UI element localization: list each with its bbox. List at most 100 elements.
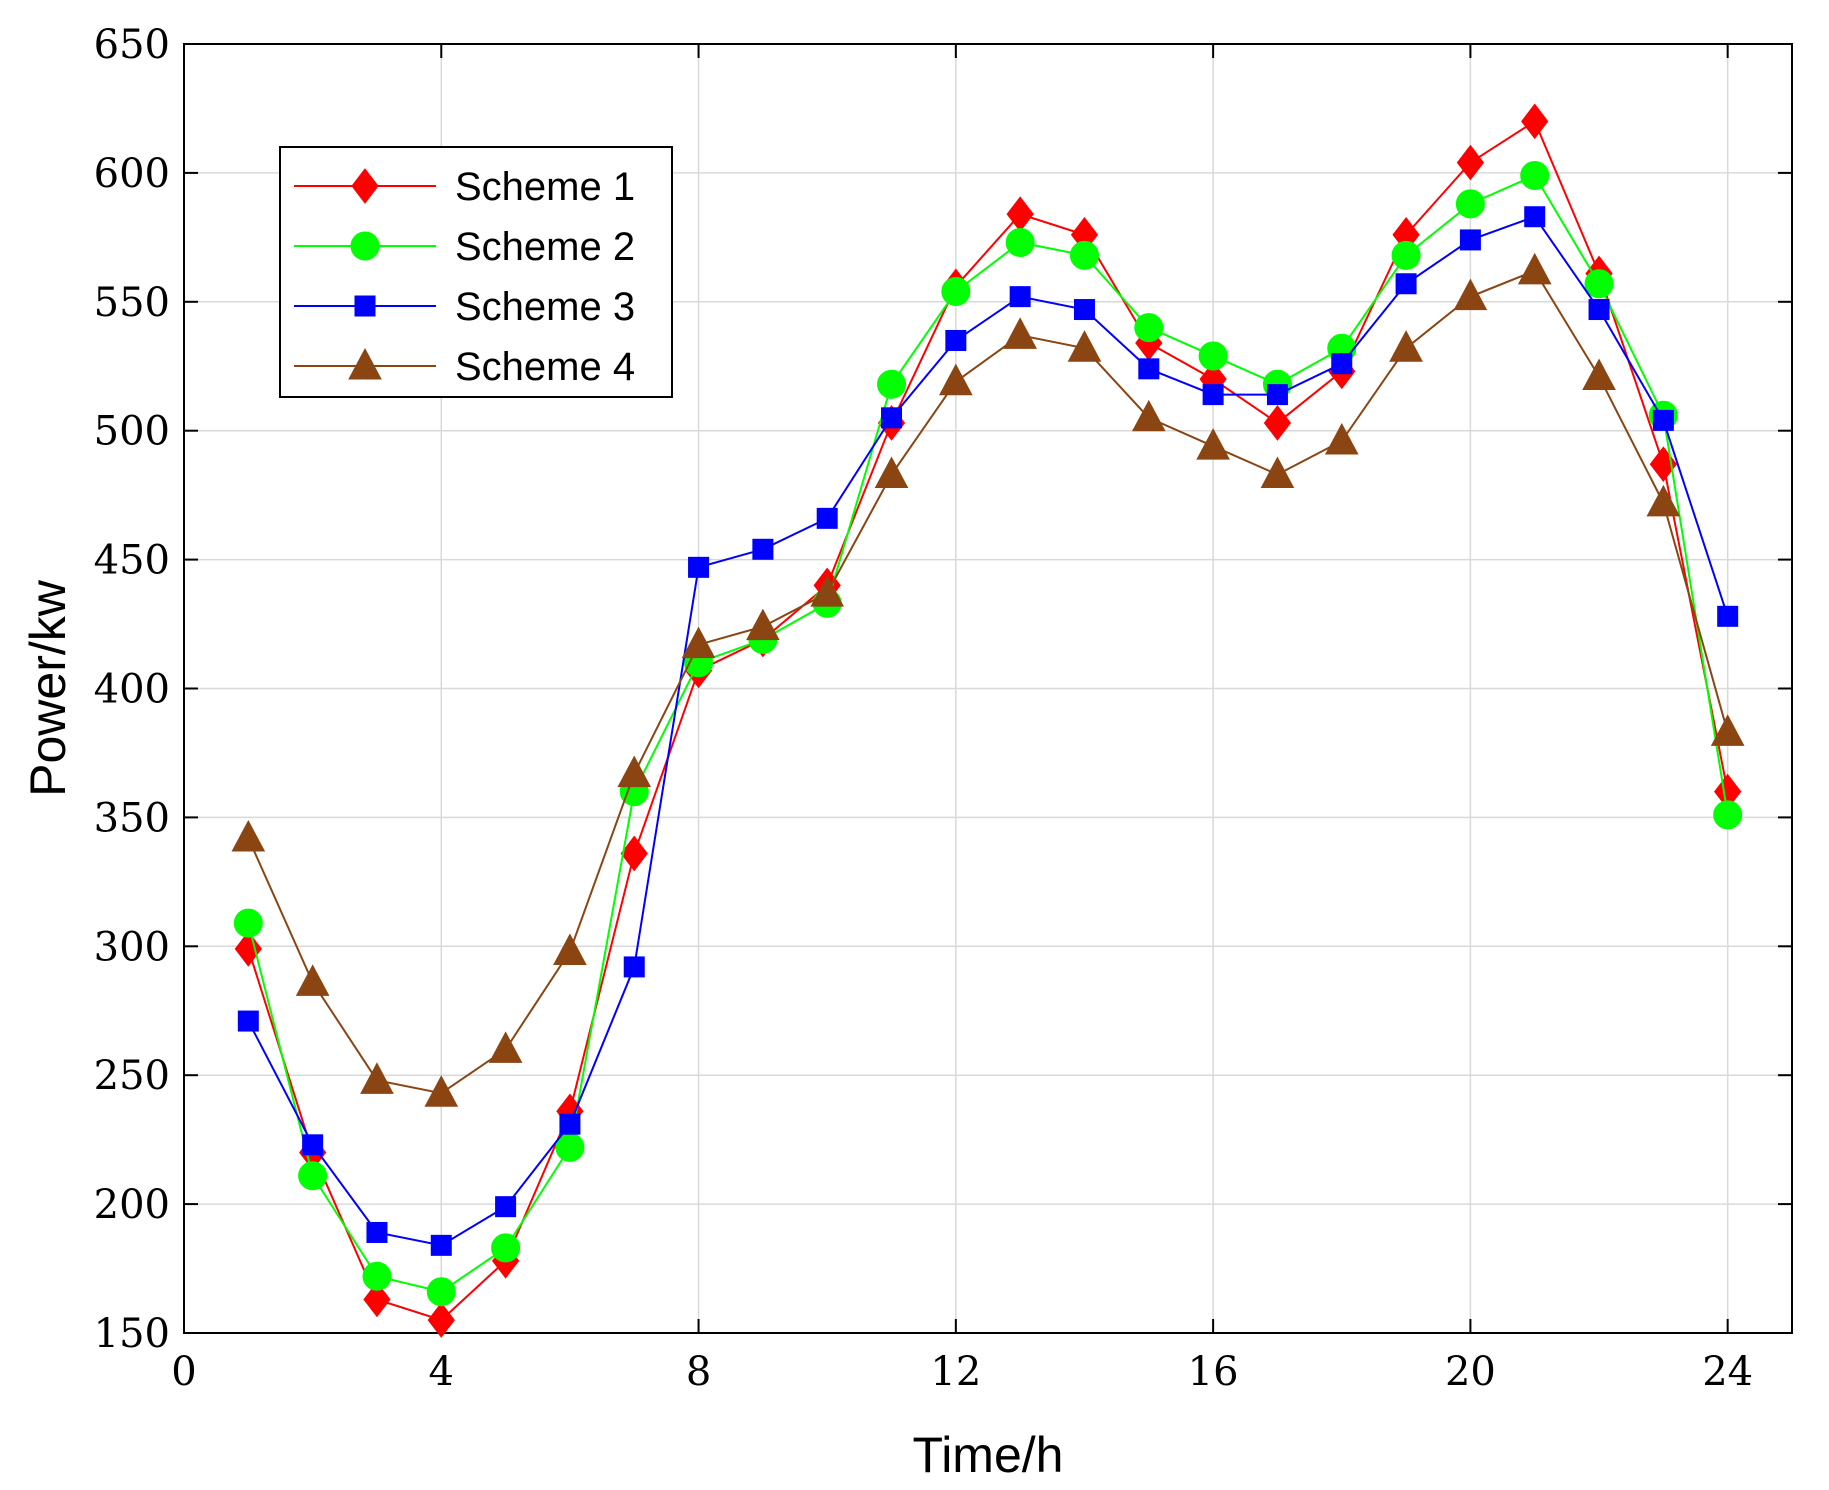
data-point	[1009, 286, 1031, 308]
data-point	[491, 1233, 521, 1263]
axis-ticks: 0 4 8 12 16 20 24 150 200 250 300 350 400 450 500 550 60…	[94, 22, 1792, 1395]
data-point	[1713, 800, 1743, 830]
data-point	[810, 575, 845, 607]
data-point	[234, 931, 262, 967]
data-point	[1389, 330, 1423, 362]
grid	[184, 44, 1792, 1333]
x-axis-label: Time/h	[913, 1427, 1064, 1483]
y-tick-label: 600	[94, 151, 170, 197]
x-tick-label: 4	[429, 1349, 454, 1395]
series-line	[247, 215, 1729, 1247]
data-point	[1073, 299, 1095, 321]
data-point	[1324, 422, 1359, 455]
legend-item: Scheme 1	[294, 165, 635, 209]
data-point	[366, 1221, 388, 1243]
data-point	[945, 329, 967, 351]
y-tick-label: 500	[94, 409, 170, 455]
data-point	[1266, 384, 1288, 406]
data-point	[1138, 358, 1160, 380]
legend-item: Scheme 2	[294, 225, 635, 269]
data-point	[1588, 299, 1610, 321]
data-point	[1584, 269, 1614, 299]
data-point	[1067, 330, 1102, 362]
data-point	[874, 456, 909, 489]
data-point	[237, 1010, 259, 1032]
data-point	[298, 1161, 328, 1191]
series-3	[237, 206, 1739, 1256]
data-point	[1005, 228, 1035, 258]
y-tick-label: 550	[94, 280, 170, 326]
legend-marker	[354, 295, 376, 317]
y-tick-label: 200	[94, 1182, 170, 1228]
data-point	[427, 1302, 455, 1338]
data-point	[1202, 384, 1224, 406]
y-tick-label: 400	[94, 667, 170, 713]
data-point	[1456, 144, 1485, 181]
x-tick-label: 12	[930, 1349, 981, 1395]
data-point	[816, 507, 838, 529]
data-point	[426, 1277, 456, 1307]
data-point	[495, 1196, 517, 1218]
data-point	[1521, 103, 1549, 140]
series-2	[233, 160, 1743, 1307]
series-line	[247, 119, 1729, 1322]
y-tick-label: 350	[94, 795, 170, 841]
data-point	[681, 626, 716, 659]
data-point	[295, 964, 330, 996]
data-point	[941, 276, 971, 306]
y-tick-label: 300	[94, 924, 170, 970]
legend-label: Scheme 3	[455, 285, 635, 329]
data-point	[1582, 358, 1616, 391]
data-point	[939, 363, 973, 396]
data-point	[1003, 317, 1037, 349]
series-4	[231, 252, 1745, 1107]
data-point	[1459, 229, 1481, 251]
data-point	[1453, 278, 1488, 311]
data-point	[617, 755, 652, 788]
data-point	[623, 956, 645, 978]
data-point	[362, 1261, 392, 1291]
data-point	[1710, 714, 1745, 746]
data-point	[877, 369, 907, 399]
data-point	[559, 1113, 581, 1135]
data-point	[424, 1075, 459, 1107]
data-point	[1196, 428, 1230, 460]
data-point	[752, 538, 774, 560]
data-point	[233, 908, 263, 938]
data-point	[1131, 399, 1166, 432]
y-tick-label: 150	[94, 1311, 170, 1357]
data-point	[1455, 189, 1485, 219]
data-point	[360, 1062, 394, 1094]
legend: Scheme 1 Scheme 2 Scheme 3 Scheme 4	[279, 146, 673, 398]
legend-box	[279, 146, 673, 398]
y-tick-label: 450	[94, 538, 170, 584]
data-point	[1652, 409, 1674, 431]
data-point	[488, 1031, 523, 1063]
y-axis-label: Power/kw	[20, 579, 76, 797]
x-tick-label: 8	[686, 1349, 711, 1395]
data-point	[1717, 605, 1739, 627]
data-point	[1260, 456, 1295, 489]
data-point	[1517, 252, 1552, 285]
y-tick-label: 650	[94, 22, 170, 68]
data-point	[430, 1234, 452, 1256]
legend-marker	[350, 231, 380, 261]
legend-label: Scheme 1	[455, 165, 635, 209]
data-point	[688, 556, 710, 578]
y-tick-label: 250	[94, 1053, 170, 1099]
legend-label: Scheme 4	[455, 345, 635, 389]
data-point	[746, 608, 780, 641]
data-point	[553, 933, 587, 965]
x-tick-label: 16	[1188, 1349, 1239, 1395]
data-point	[620, 835, 648, 872]
x-tick-label: 24	[1702, 1349, 1753, 1395]
x-tick-label: 20	[1445, 1349, 1496, 1395]
legend-label: Scheme 2	[455, 225, 635, 269]
data-point	[1395, 273, 1417, 295]
series-group	[231, 103, 1745, 1338]
data-point	[1524, 206, 1546, 228]
data-point	[1331, 353, 1353, 375]
x-tick-label: 0	[171, 1349, 196, 1395]
data-point	[1646, 484, 1681, 517]
